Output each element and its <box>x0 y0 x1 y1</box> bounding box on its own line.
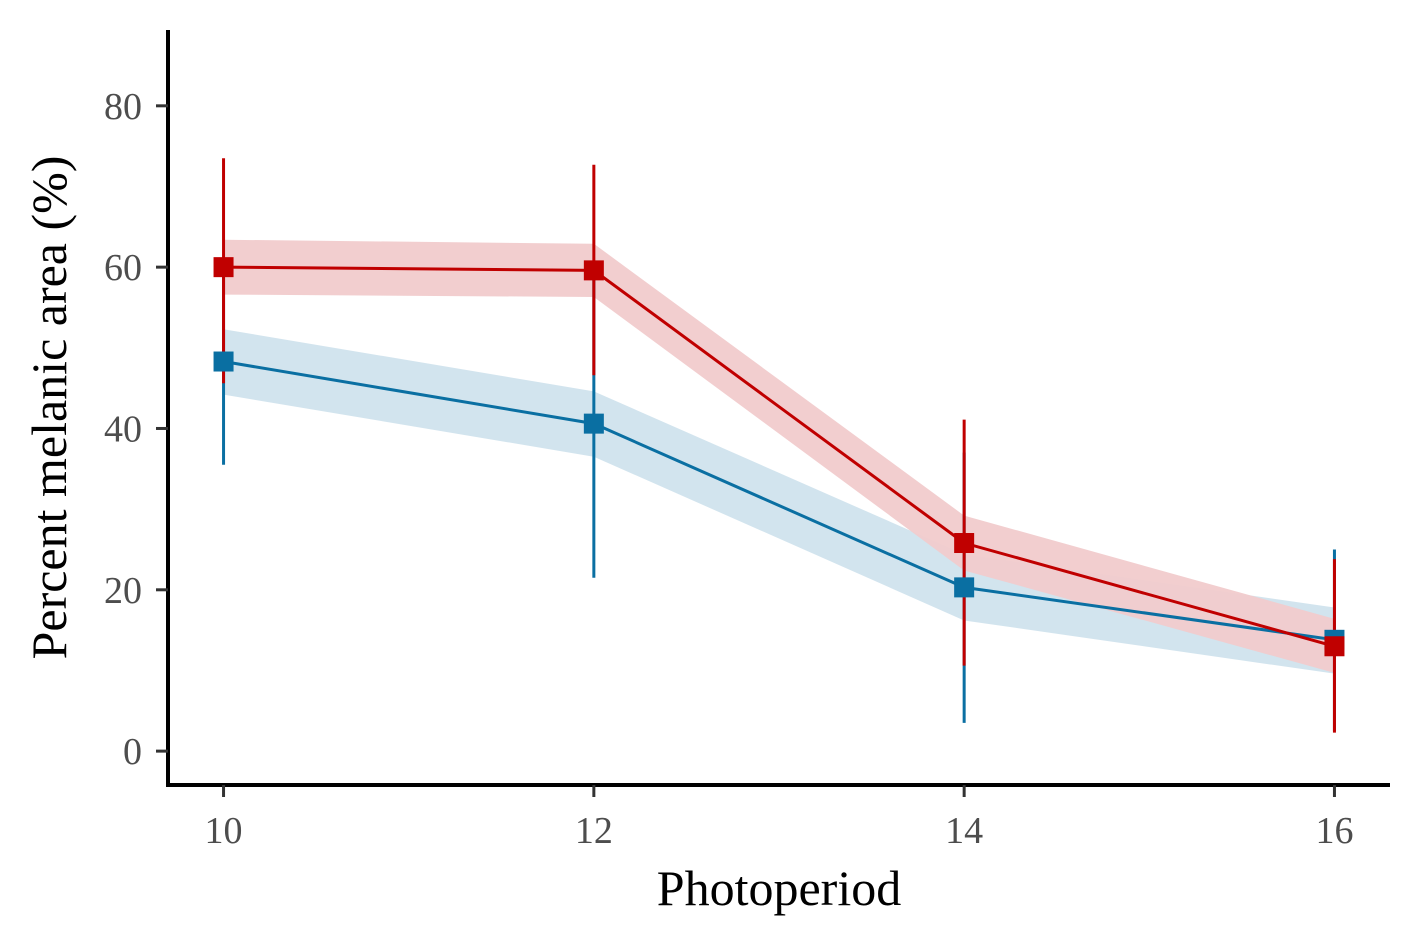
y-tick-label: 60 <box>104 247 142 289</box>
data-point <box>213 257 234 278</box>
x-tick-label: 14 <box>945 810 983 852</box>
series-lines <box>223 265 1335 648</box>
data-point <box>954 533 975 554</box>
data-point <box>583 260 604 281</box>
y-tick-label: 40 <box>104 408 142 450</box>
axes: 0 20 40 60 80 10 12 14 16 <box>104 30 1390 852</box>
data-point <box>954 577 975 598</box>
data-point <box>1324 636 1345 657</box>
confidence-bands <box>223 239 1335 674</box>
x-tick-label: 10 <box>205 810 243 852</box>
y-tick-label: 20 <box>104 570 142 612</box>
confidence-band <box>223 239 1335 673</box>
y-tick-label: 80 <box>104 86 142 128</box>
x-axis-ticks: 10 12 14 16 <box>205 785 1353 852</box>
series-markers <box>213 257 1345 657</box>
y-axis-title: Percent melanic area (%) <box>21 156 77 660</box>
series-line <box>223 360 1335 642</box>
series-line <box>223 265 1335 648</box>
x-tick-label: 12 <box>575 810 613 852</box>
y-axis-ticks: 0 20 40 60 80 <box>104 86 168 773</box>
data-point <box>583 413 604 434</box>
data-point <box>213 351 234 372</box>
y-tick-label: 0 <box>123 731 142 773</box>
x-tick-label: 16 <box>1315 810 1353 852</box>
x-axis-title: Photoperiod <box>657 860 901 916</box>
